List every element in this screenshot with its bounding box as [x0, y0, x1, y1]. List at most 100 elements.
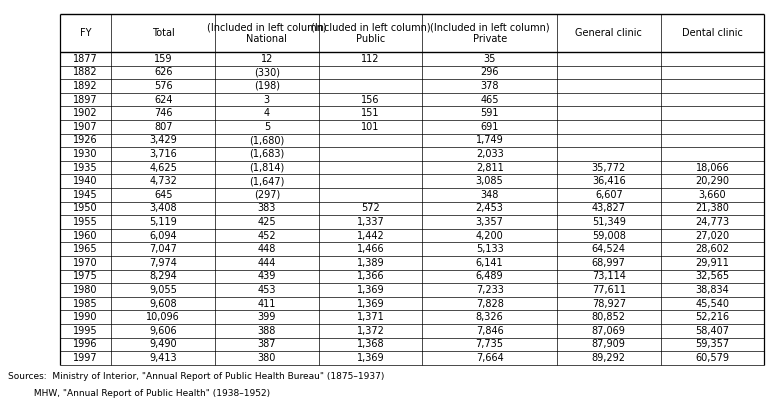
Text: 1897: 1897	[73, 95, 98, 105]
Text: 27,020: 27,020	[696, 230, 730, 241]
Text: 3,716: 3,716	[149, 149, 177, 159]
Text: 156: 156	[361, 95, 380, 105]
Text: 2,811: 2,811	[476, 163, 503, 173]
Text: 380: 380	[258, 353, 276, 363]
Text: 348: 348	[480, 190, 499, 200]
Text: 444: 444	[258, 258, 276, 268]
Text: 1,366: 1,366	[357, 272, 384, 282]
Text: (1,814): (1,814)	[249, 163, 284, 173]
Text: 4: 4	[264, 108, 270, 118]
Text: Sources:  Ministry of Interior, "Annual Report of Public Health Bureau" (1875–19: Sources: Ministry of Interior, "Annual R…	[8, 372, 384, 381]
Text: 1945: 1945	[73, 190, 98, 200]
Text: 1,337: 1,337	[357, 217, 384, 227]
Text: 746: 746	[154, 108, 172, 118]
Text: (1,680): (1,680)	[249, 135, 284, 145]
Text: 52,216: 52,216	[696, 312, 730, 322]
Text: 1,749: 1,749	[476, 135, 503, 145]
Text: 645: 645	[154, 190, 172, 200]
Text: 43,827: 43,827	[592, 203, 626, 214]
Text: 1990: 1990	[73, 312, 98, 322]
Text: 9,608: 9,608	[149, 298, 177, 309]
Text: (1,647): (1,647)	[249, 176, 285, 186]
Text: 1997: 1997	[73, 353, 98, 363]
Text: 32,565: 32,565	[696, 272, 730, 282]
Text: FY: FY	[80, 28, 91, 38]
Text: 1,369: 1,369	[357, 285, 384, 295]
Text: 3,660: 3,660	[699, 190, 726, 200]
Text: 1930: 1930	[73, 149, 98, 159]
Text: 576: 576	[154, 81, 172, 91]
Text: 2,453: 2,453	[476, 203, 503, 214]
Text: 1882: 1882	[73, 68, 98, 78]
Text: 5: 5	[264, 122, 270, 132]
Text: 1995: 1995	[73, 326, 98, 336]
Text: 29,911: 29,911	[696, 258, 730, 268]
Text: 425: 425	[258, 217, 276, 227]
Text: 4,732: 4,732	[149, 176, 177, 186]
Text: 58,407: 58,407	[696, 326, 730, 336]
Text: 1,369: 1,369	[357, 298, 384, 309]
Text: 80,852: 80,852	[592, 312, 626, 322]
Text: (1,683): (1,683)	[249, 149, 284, 159]
Text: 807: 807	[154, 122, 172, 132]
Text: 1,389: 1,389	[357, 258, 384, 268]
Text: 112: 112	[361, 54, 380, 64]
Text: 6,489: 6,489	[476, 272, 503, 282]
Text: 453: 453	[258, 285, 276, 295]
Text: 28,602: 28,602	[696, 244, 730, 254]
Text: 1,442: 1,442	[357, 230, 384, 241]
Text: 1,369: 1,369	[357, 353, 384, 363]
Text: 35: 35	[483, 54, 496, 64]
Text: 387: 387	[258, 339, 276, 350]
Text: 8,294: 8,294	[149, 272, 177, 282]
Text: 5,133: 5,133	[476, 244, 503, 254]
Text: 9,055: 9,055	[149, 285, 177, 295]
Text: 1965: 1965	[73, 244, 98, 254]
Text: 3,429: 3,429	[149, 135, 177, 145]
Text: 6,094: 6,094	[149, 230, 177, 241]
Text: 626: 626	[154, 68, 172, 78]
Text: 378: 378	[480, 81, 499, 91]
Text: 73,114: 73,114	[592, 272, 626, 282]
Text: (Included in left column)
Private: (Included in left column) Private	[430, 22, 550, 44]
Text: 465: 465	[480, 95, 499, 105]
Text: 1892: 1892	[73, 81, 98, 91]
Text: 87,909: 87,909	[592, 339, 626, 350]
Text: 89,292: 89,292	[592, 353, 626, 363]
Text: (Included in left column)
National: (Included in left column) National	[207, 22, 327, 44]
Text: 691: 691	[480, 122, 499, 132]
Text: 1955: 1955	[73, 217, 98, 227]
Text: 2,033: 2,033	[476, 149, 503, 159]
Text: 388: 388	[258, 326, 276, 336]
Text: 3,357: 3,357	[476, 217, 503, 227]
Text: 6,141: 6,141	[476, 258, 503, 268]
Text: 159: 159	[154, 54, 172, 64]
Text: 18,066: 18,066	[696, 163, 730, 173]
Text: Dental clinic: Dental clinic	[682, 28, 743, 38]
Text: 296: 296	[480, 68, 499, 78]
Text: (198): (198)	[254, 81, 279, 91]
Text: 7,846: 7,846	[476, 326, 503, 336]
Text: 101: 101	[361, 122, 380, 132]
Text: 591: 591	[480, 108, 499, 118]
Text: 59,357: 59,357	[696, 339, 730, 350]
Text: 7,047: 7,047	[149, 244, 177, 254]
Text: 60,579: 60,579	[696, 353, 730, 363]
Text: 624: 624	[154, 95, 172, 105]
Text: 411: 411	[258, 298, 276, 309]
Text: 1980: 1980	[73, 285, 98, 295]
Text: 24,773: 24,773	[696, 217, 730, 227]
Text: 3,408: 3,408	[149, 203, 177, 214]
Text: 64,524: 64,524	[592, 244, 626, 254]
Text: 572: 572	[361, 203, 380, 214]
Text: 383: 383	[258, 203, 276, 214]
Text: 21,380: 21,380	[696, 203, 730, 214]
Text: 1902: 1902	[73, 108, 98, 118]
Text: 12: 12	[261, 54, 273, 64]
Text: 1975: 1975	[73, 272, 98, 282]
Text: 5,119: 5,119	[149, 217, 177, 227]
Text: 1960: 1960	[73, 230, 98, 241]
Text: 7,974: 7,974	[149, 258, 177, 268]
Text: 439: 439	[258, 272, 276, 282]
Text: 7,735: 7,735	[476, 339, 503, 350]
